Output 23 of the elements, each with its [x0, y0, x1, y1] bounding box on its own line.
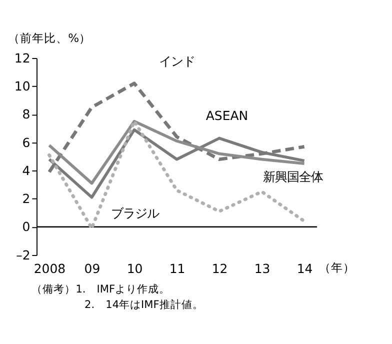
x-axis-title: （年）	[318, 260, 355, 274]
text: （備考）1. IMFより作成。	[32, 282, 170, 296]
x-tick-label: 14	[296, 260, 313, 276]
text: 2. 14年はIMF推計値。	[84, 298, 204, 311]
x-tick-label: 11	[169, 260, 186, 276]
x-tick-label: 2008	[34, 260, 66, 276]
series-label: 新興国全体	[262, 168, 323, 184]
x-tick-label: 10	[126, 260, 143, 276]
y-tick-label: 12	[14, 50, 30, 66]
y-tick-label: 6	[22, 134, 30, 150]
series-label: ASEAN	[206, 108, 248, 123]
y-tick-label: 10	[14, 78, 30, 94]
text: インド	[158, 54, 195, 69]
y-tick-label: 8	[22, 106, 30, 122]
x-tick-label: 09	[84, 260, 100, 276]
y-tick-label: 2	[22, 191, 30, 206]
x-tick-label: 12	[212, 260, 228, 276]
y-tick-label: 0	[22, 219, 30, 234]
y-tick-label: –2	[16, 247, 30, 262]
series-label: ブラジル	[111, 206, 160, 221]
y-tick-label: 4	[22, 162, 30, 178]
y-axis-title: （前年比、%）	[8, 31, 92, 46]
x-tick-label: 13	[254, 260, 270, 276]
